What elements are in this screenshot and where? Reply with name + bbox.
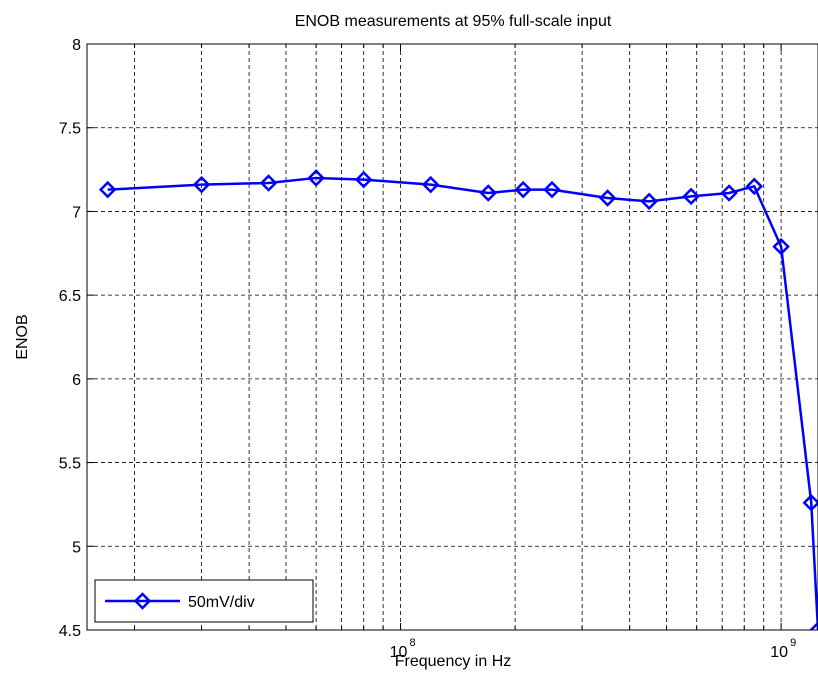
data-point-marker [682,187,700,206]
data-point-marker [809,621,818,630]
y-axis-title: ENOB [14,314,31,359]
series-group [98,169,818,630]
y-tick-label: 6.5 [59,288,81,305]
data-point-marker [259,174,278,192]
data-point-marker [421,175,440,194]
y-tick-label: 6 [72,372,81,389]
series-layer [98,169,818,630]
x-axis-title: Frequency in Hz [395,653,512,670]
y-tick-label: 7.5 [59,121,81,138]
data-point-marker [514,180,532,199]
y-tick-label: 8 [72,37,81,54]
y-tick-label: 5.5 [59,456,81,473]
data-point-marker [720,184,738,202]
x-tick-label: 10 [770,644,788,661]
x-tick-label-exponent: 9 [790,637,796,649]
data-point-marker [479,184,498,202]
data-point-marker [98,180,117,199]
grid [87,44,818,630]
chart-title: ENOB measurements at 95% full-scale inpu… [295,13,612,30]
data-point-marker [772,237,790,256]
series-line [107,176,818,630]
data-point-marker [354,170,373,189]
data-point-marker [598,189,617,207]
legend-marker-diamond [133,592,152,610]
data-point-marker [307,169,325,187]
data-point-marker [745,177,764,196]
y-tick-label: 5 [72,539,81,556]
data-point-marker [543,180,561,199]
y-tick-label: 4.5 [59,623,81,640]
data-point-marker [640,192,658,211]
x-tick-label-exponent: 8 [410,637,416,649]
x-tick-label: 10 [390,644,408,661]
y-tick-label: 7 [72,204,81,221]
data-point-marker [192,175,211,194]
legend: 50mV/div [94,579,314,623]
legend-series-label: 50mV/div [188,594,255,611]
plot-frame [86,43,818,631]
data-point-marker [802,493,818,512]
